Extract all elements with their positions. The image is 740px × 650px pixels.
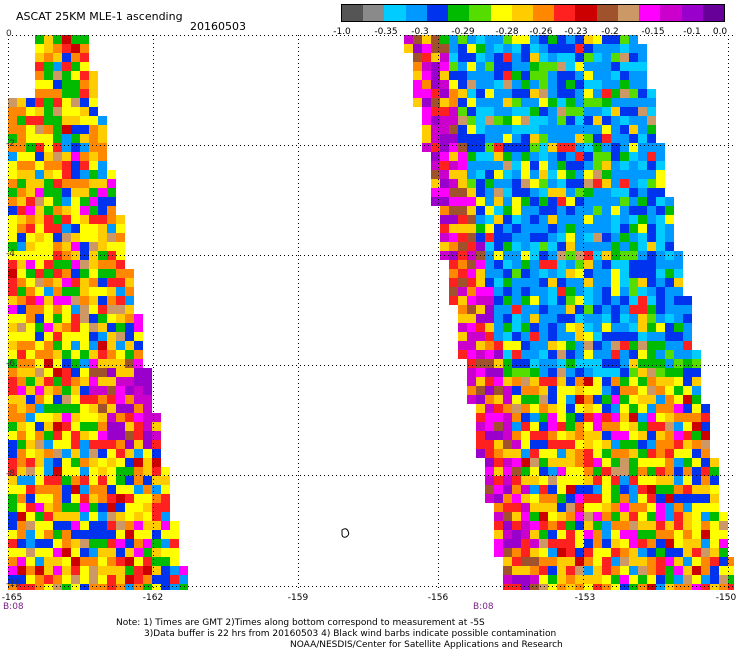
colorbar-label: -0.1 (683, 27, 701, 37)
colorbar-swatch (490, 5, 512, 21)
colorbar-label: 0.0 (712, 27, 728, 37)
colorbar-swatch (448, 5, 470, 21)
time-label: B:08 (473, 602, 494, 612)
colorbar-label: -0.2 (601, 27, 619, 37)
colorbar-label: -0.35 (374, 27, 398, 37)
lat-label: -4 (6, 249, 15, 259)
lat-label: -6 (6, 359, 15, 369)
lat-label: 0 (6, 29, 12, 39)
colorbar-swatch (575, 5, 597, 21)
colorbar-swatch (639, 5, 661, 21)
colorbar-label: -0.15 (641, 27, 665, 37)
colorbar-swatch (342, 5, 364, 21)
swath-cells (8, 35, 734, 590)
time-label: B:08 (3, 602, 24, 612)
colorbar-swatch (384, 5, 406, 21)
lon-label: -159 (287, 593, 309, 603)
colorbar-swatch (426, 5, 449, 21)
swath-map (8, 35, 734, 590)
colorbar-swatch (681, 5, 703, 21)
lat-label: -10 (6, 579, 21, 589)
lon-label: -156 (427, 593, 449, 603)
lat-label: -8 (6, 469, 15, 479)
lat-label: -2 (6, 139, 15, 149)
graticule (8, 35, 734, 590)
colorbar-swatch (532, 5, 555, 21)
colorbar-swatch (405, 5, 427, 21)
colorbar-swatch (660, 5, 682, 21)
colorbar-swatch (554, 5, 576, 21)
colorbar-swatch (511, 5, 533, 21)
colorbar-label: -0.3 (411, 27, 429, 37)
colorbar-label: -0.23 (564, 27, 588, 37)
colorbar (341, 4, 725, 22)
colorbar-swatch (617, 5, 640, 21)
map-title: ASCAT 25KM MLE-1 ascending (16, 10, 183, 23)
colorbar-label: -0.28 (495, 27, 519, 37)
note-line: Note: 1) Times are GMT 2)Times along bot… (116, 618, 485, 628)
colorbar-label: -1.0 (333, 27, 351, 37)
lon-label: -153 (574, 593, 596, 603)
colorbar-label: -0.26 (529, 27, 553, 37)
note-line: 3)Data buffer is 22 hrs from 20160503 4)… (144, 629, 557, 639)
colorbar-labels: -1.0 -0.35 -0.3 -0.29 -0.28 -0.26 -0.23 … (326, 27, 738, 39)
lon-label: -165 (1, 593, 23, 603)
note-line: NOAA/NESDIS/Center for Satellite Applica… (290, 640, 563, 650)
island-outline (341, 528, 350, 538)
colorbar-swatch (596, 5, 618, 21)
colorbar-label: -0.29 (451, 27, 475, 37)
colorbar-swatch (469, 5, 491, 21)
lon-label: -162 (142, 593, 164, 603)
map-date: 20160503 (190, 20, 246, 33)
colorbar-swatch (363, 5, 385, 21)
colorbar-swatch (702, 5, 724, 21)
lon-label: -150 (715, 593, 737, 603)
